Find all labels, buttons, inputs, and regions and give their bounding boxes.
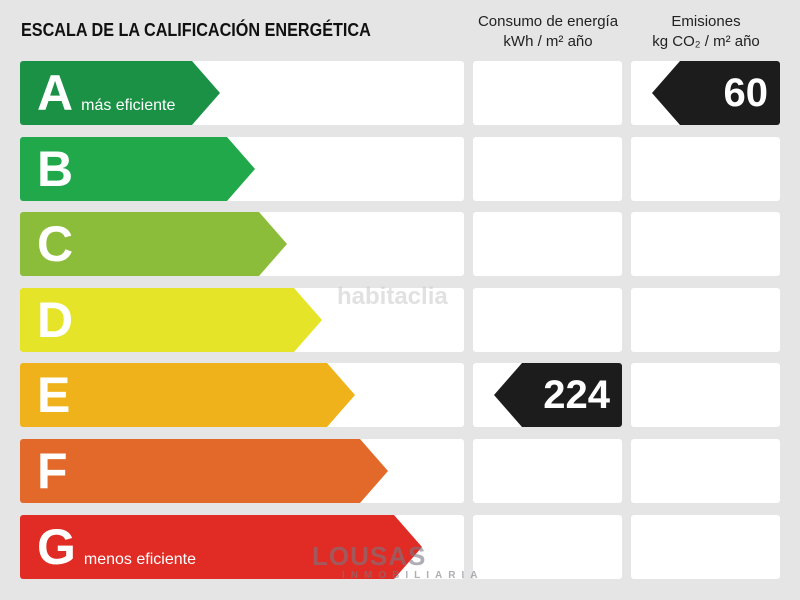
agency-watermark: LOUSAS INMOBILIARIA — [312, 542, 483, 582]
rating-letter: E — [37, 367, 71, 423]
emissions-column-header: Emisiones kg CO₂ / m² año — [631, 12, 781, 52]
rating-letter: B — [37, 141, 74, 197]
energy-header-unit: kWh / m² año — [503, 33, 593, 50]
energy-header-label: Consumo de energía — [477, 13, 619, 30]
habitaclia-watermark: habitaclia — [337, 283, 448, 310]
rating-arrow-d: D — [20, 288, 322, 352]
rating-label: más eficiente — [81, 97, 176, 114]
rating-arrow-b: B — [20, 137, 255, 201]
agency-name: LOUSAS — [312, 541, 427, 571]
energy-badge: 224 — [494, 363, 622, 427]
rating-arrow-f: F — [20, 439, 388, 503]
agency-sub: INMOBILIARIA — [342, 570, 484, 581]
emissions-header-unit: kg CO₂ / m² año — [652, 33, 760, 50]
rating-letter: D — [37, 292, 74, 348]
energy-column-header: Consumo de energía kWh / m² año — [473, 12, 623, 52]
energy-cell-d — [473, 288, 622, 352]
emissions-cell-b — [631, 137, 780, 201]
rating-letter: C — [37, 216, 74, 272]
energy-cell-a — [473, 61, 622, 125]
emissions-cell-g — [631, 515, 780, 579]
rating-arrow-c: C — [20, 212, 287, 276]
energy-cell-f — [473, 439, 622, 503]
energy-cell-b — [473, 137, 622, 201]
rating-label: menos eficiente — [83, 551, 196, 568]
energy-cell-c — [473, 212, 622, 276]
emissions-cell-d — [631, 288, 780, 352]
energy-cell-g — [473, 515, 622, 579]
rating-letter: A — [37, 65, 74, 121]
emissions-cell-c — [631, 212, 780, 276]
emissions-badge: 60 — [652, 61, 780, 125]
rating-letter: G — [37, 519, 76, 575]
rating-arrow-e: E — [20, 363, 355, 427]
emissions-cell-e — [631, 363, 780, 427]
page-title: ESCALA DE LA CALIFICACIÓN ENERGÉTICA — [21, 20, 371, 40]
emissions-cell-f — [631, 439, 780, 503]
emissions-header-label: Emisiones — [671, 13, 741, 30]
rating-letter: F — [37, 443, 68, 499]
